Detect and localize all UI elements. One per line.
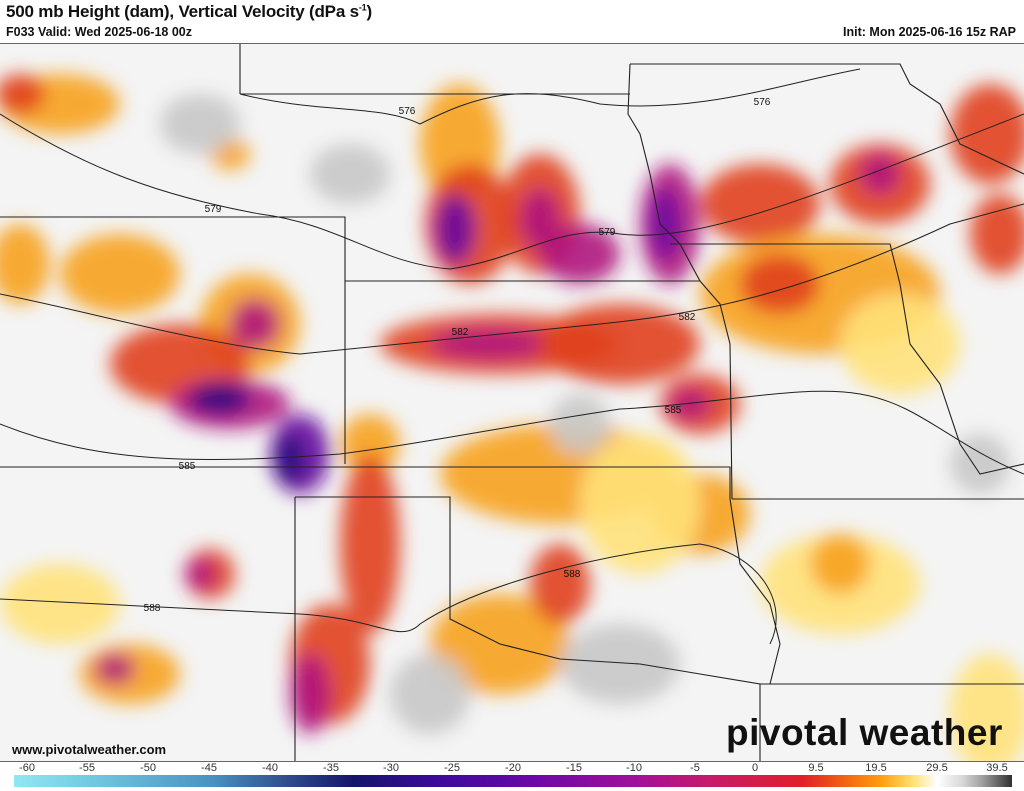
velocity-blob bbox=[540, 224, 620, 284]
contour-label: 588 bbox=[564, 569, 581, 580]
velocity-blob bbox=[0, 74, 45, 114]
vertical-velocity-field bbox=[0, 74, 1024, 761]
contour-label: 576 bbox=[399, 106, 416, 117]
state-border bbox=[0, 216, 346, 464]
height-contour bbox=[0, 543, 777, 645]
height-contour bbox=[0, 203, 1024, 355]
colorbar-tick: 29.5 bbox=[926, 762, 948, 774]
height-contours bbox=[0, 68, 1024, 645]
state-borders bbox=[0, 44, 1024, 761]
velocity-blob bbox=[560, 624, 680, 704]
state-border bbox=[0, 466, 731, 499]
velocity-blob bbox=[650, 189, 680, 259]
weather-map: 576 576 579 579 582 582 585 585 588 588 bbox=[0, 43, 1024, 762]
velocity-blob bbox=[310, 144, 390, 204]
velocity-blob bbox=[670, 389, 710, 419]
colorbar-tick: -30 bbox=[383, 762, 399, 774]
colorbar-tick: -10 bbox=[626, 762, 642, 774]
contour-label: 579 bbox=[205, 204, 222, 215]
velocity-blob bbox=[185, 559, 215, 589]
contour-label: 585 bbox=[665, 405, 682, 416]
contour-label: 576 bbox=[754, 97, 771, 108]
state-border bbox=[729, 498, 781, 685]
velocity-blob bbox=[390, 654, 470, 734]
velocity-blob bbox=[275, 434, 305, 484]
velocity-blob bbox=[700, 164, 820, 244]
website-url[interactable]: www.pivotalweather.com bbox=[12, 742, 167, 757]
velocity-blob bbox=[430, 329, 550, 359]
state-border bbox=[627, 63, 733, 500]
velocity-blob bbox=[810, 534, 870, 594]
velocity-blob bbox=[160, 94, 240, 154]
contour-label: 582 bbox=[452, 327, 469, 338]
state-border bbox=[630, 63, 1024, 175]
colorbar-tick: -35 bbox=[323, 762, 339, 774]
height-contour bbox=[0, 390, 1024, 475]
velocity-blob bbox=[740, 254, 820, 314]
velocity-blob bbox=[0, 224, 50, 304]
contour-label: 588 bbox=[144, 603, 161, 614]
velocity-blob bbox=[340, 454, 400, 634]
velocity-blob bbox=[580, 434, 700, 574]
init-time: Init: Mon 2025-06-16 15z RAP bbox=[843, 25, 1016, 39]
colorbar-tick: -20 bbox=[505, 762, 521, 774]
colorbar-tick: -55 bbox=[79, 762, 95, 774]
velocity-blob bbox=[290, 654, 330, 734]
velocity-blob bbox=[95, 654, 135, 684]
velocity-blob bbox=[550, 394, 610, 454]
colorbar-tick: 39.5 bbox=[986, 762, 1008, 774]
velocity-blob bbox=[950, 654, 1024, 761]
colorbar-tick: -50 bbox=[140, 762, 156, 774]
colorbar-tick: -40 bbox=[262, 762, 278, 774]
colorbar-tick: 0 bbox=[751, 762, 759, 774]
velocity-blob bbox=[520, 189, 560, 249]
height-contour bbox=[239, 68, 861, 125]
velocity-blob bbox=[540, 304, 700, 384]
velocity-blob bbox=[970, 194, 1024, 274]
contour-label: 585 bbox=[179, 461, 196, 472]
velocity-blob bbox=[530, 544, 590, 624]
colorbar-tick: 19.5 bbox=[865, 762, 887, 774]
colorbar: -60 -55 -50 -45 -40 -35 -30 -25 -20 -15 -10 -5 0 9.5 1… bbox=[0, 760, 1024, 791]
velocity-blob bbox=[435, 194, 475, 264]
contour-label: 579 bbox=[599, 227, 616, 238]
colorbar-tick: -5 bbox=[690, 762, 700, 774]
pivotal-weather-logo: pivotal weather bbox=[726, 712, 1003, 753]
state-border bbox=[295, 496, 761, 761]
colorbar-gradient bbox=[14, 775, 1012, 787]
chart-title: 500 mb Height (dam), Vertical Velocity (… bbox=[6, 2, 372, 21]
valid-time: F033 Valid: Wed 2025-06-18 00z bbox=[6, 25, 192, 39]
state-border bbox=[670, 243, 1024, 475]
colorbar-tick: -45 bbox=[201, 762, 217, 774]
contour-label: 582 bbox=[679, 312, 696, 323]
colorbar-tick: -25 bbox=[444, 762, 460, 774]
height-contour bbox=[0, 113, 1024, 270]
velocity-blob bbox=[840, 294, 960, 394]
colorbar-tick: -15 bbox=[566, 762, 582, 774]
colorbar-tick: -60 bbox=[19, 762, 35, 774]
contour-labels: 576 576 579 579 582 582 585 585 588 588 bbox=[144, 97, 771, 614]
velocity-blob bbox=[860, 154, 900, 194]
velocity-blob bbox=[60, 234, 180, 314]
velocity-blob bbox=[230, 299, 280, 349]
velocity-blob bbox=[340, 414, 400, 474]
velocity-blob bbox=[950, 84, 1024, 184]
velocity-blob bbox=[950, 434, 1010, 494]
velocity-blob bbox=[190, 384, 250, 414]
colorbar-tick: 9.5 bbox=[808, 762, 824, 774]
velocity-blob bbox=[0, 564, 120, 644]
